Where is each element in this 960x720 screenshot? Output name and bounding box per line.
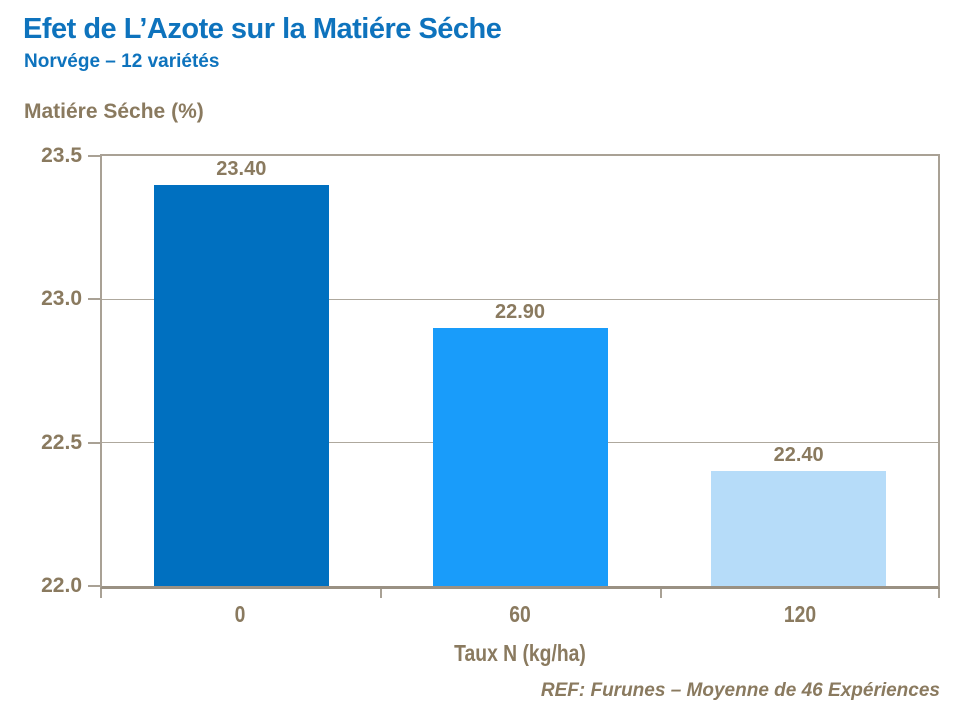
x-tick-label: 60: [509, 601, 531, 627]
bar: [432, 328, 608, 586]
y-tick-label: 23.5: [41, 144, 82, 167]
bar: [711, 471, 887, 586]
bar-value-label: 23.40: [216, 157, 267, 180]
x-axis-tick: [660, 589, 662, 598]
x-tick-label: 0: [234, 601, 246, 627]
slide-title: Efet de L’Azote sur la Matiére Séche: [23, 13, 502, 45]
y-axis-tick: [88, 585, 100, 587]
bar: [153, 184, 329, 586]
y-tick-label: 22.0: [41, 574, 82, 597]
x-tick-label: 120: [783, 601, 817, 627]
x-axis-tick: [938, 589, 940, 598]
x-axis-title: Taux N (kg/ha): [454, 640, 586, 666]
plot-area: 23.40 22.90 22.40: [100, 154, 940, 589]
slide-subtitle: Norvége – 12 variétés: [24, 51, 220, 72]
y-axis-tick: [88, 155, 100, 157]
y-axis-ticks: [88, 154, 100, 589]
y-tick-label: 22.5: [41, 430, 82, 454]
x-axis-labels: 0 60 120: [100, 601, 940, 629]
reference-note: REF: Furunes – Moyenne de 46 Expériences: [540, 680, 940, 701]
y-tick-label: 23.0: [41, 287, 82, 311]
y-axis-tick: [88, 298, 100, 301]
y-axis-tick: [88, 441, 100, 444]
bar-value-label: 22.90: [494, 301, 546, 323]
y-axis-title: Matiére Séche (%): [24, 100, 204, 123]
x-axis-tick: [100, 589, 102, 598]
x-axis-tick: [380, 589, 382, 598]
gridline: [102, 298, 938, 300]
bar-value-label: 22.40: [773, 444, 824, 467]
y-axis-labels: 23.5 23.0 22.5 22.0: [20, 145, 82, 597]
x-axis-ticks: [100, 589, 940, 599]
